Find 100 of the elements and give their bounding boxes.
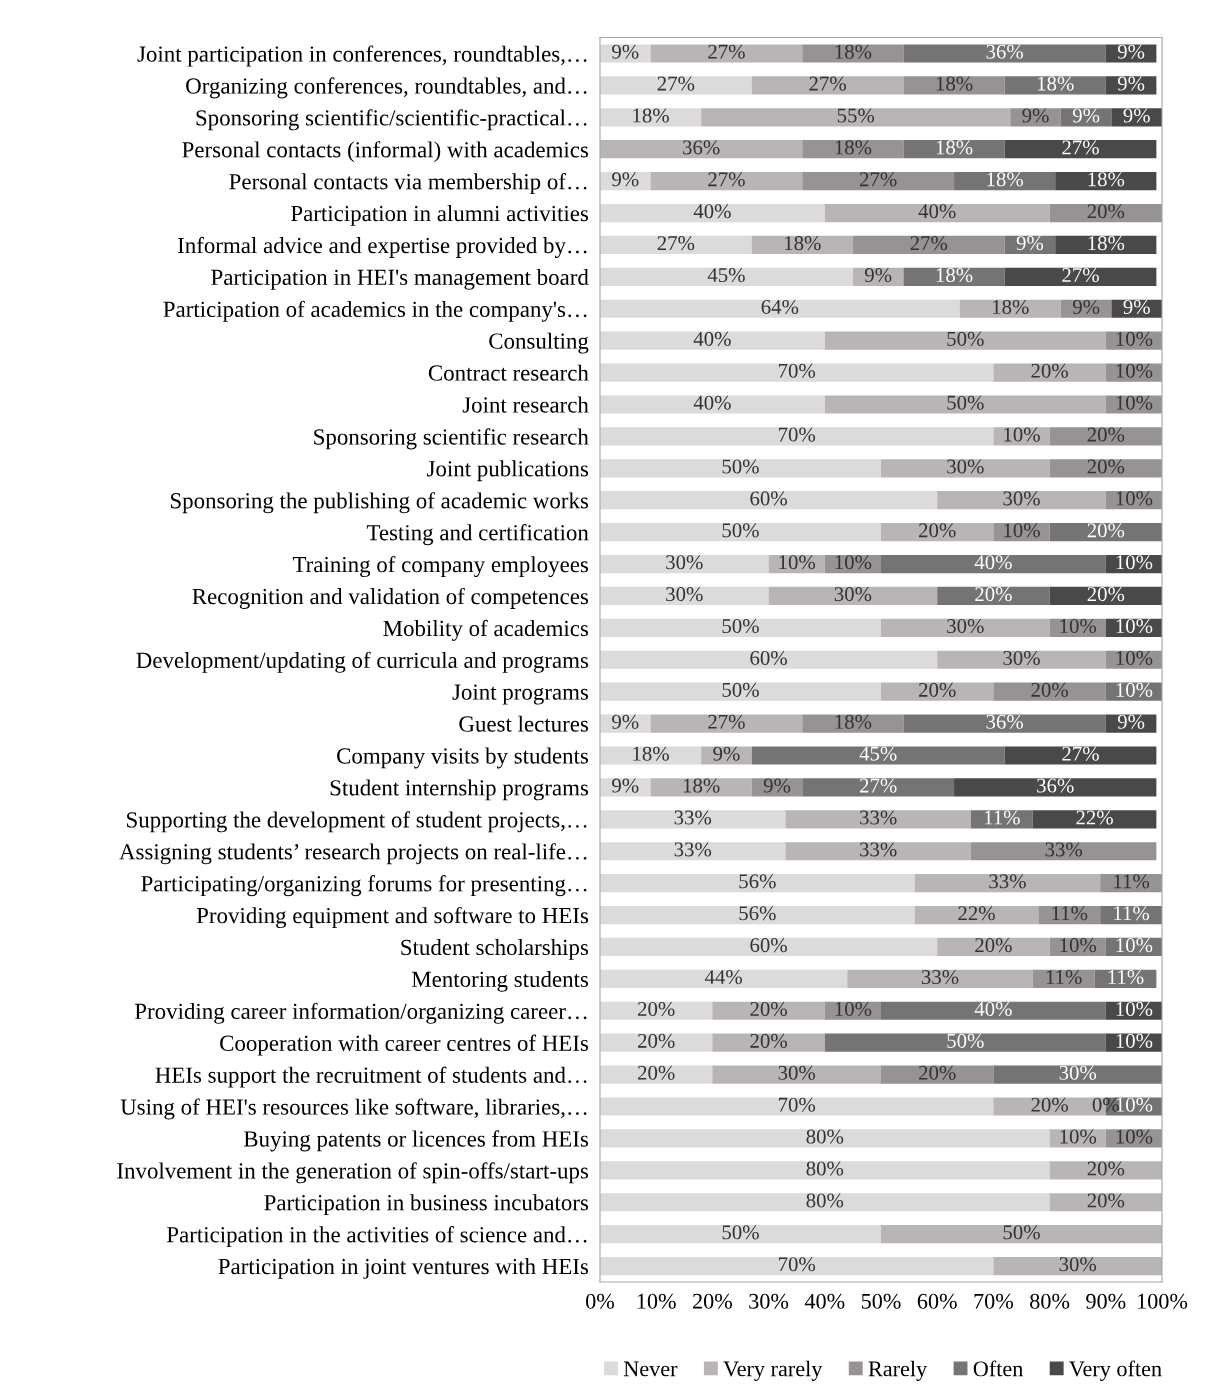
- bar: [903, 140, 1005, 159]
- bar: [880, 682, 994, 701]
- bar: [599, 1256, 994, 1276]
- data-label: 40%: [693, 204, 731, 219]
- bar: [1055, 172, 1157, 191]
- data-label: 9%: [763, 778, 791, 793]
- y-tick-label: Participation in HEI's management board: [211, 268, 589, 290]
- data-label: 11%: [1052, 906, 1088, 921]
- data-label: 55%: [837, 108, 875, 123]
- bar: [914, 905, 1039, 925]
- bar: [903, 76, 1005, 95]
- data-label: 30%: [666, 587, 703, 602]
- y-tick-label: Assigning students’ research projects on real-life…: [119, 843, 587, 865]
- bar: [993, 1256, 1163, 1276]
- x-tick-label: 40%: [804, 1293, 845, 1309]
- x-tick-label: 10%: [637, 1293, 676, 1309]
- bar: [914, 874, 1101, 893]
- bar: [599, 905, 915, 925]
- data-label: 60%: [750, 650, 787, 666]
- data-label: 11%: [984, 810, 1020, 825]
- bar: [802, 172, 955, 191]
- data-label: 22%: [1076, 810, 1113, 825]
- data-label: 9%: [1016, 236, 1044, 251]
- bar: [599, 76, 752, 95]
- bar: [852, 235, 1005, 255]
- data-label: 11%: [1114, 874, 1150, 889]
- data-label: 22%: [958, 906, 995, 921]
- bar: [937, 491, 1106, 510]
- data-label: 10%: [1116, 395, 1153, 410]
- data-label: 27%: [809, 76, 846, 91]
- data-label: 50%: [722, 619, 759, 634]
- data-label: 20%: [1087, 523, 1125, 538]
- bar: [599, 554, 769, 574]
- data-label: 20%: [750, 1033, 787, 1048]
- data-label: 18%: [987, 172, 1024, 187]
- y-tick-label: Development/updating of curricula and programs: [136, 651, 589, 673]
- data-label: 80%: [806, 1129, 844, 1144]
- y-tick-label: Participation in the activities of science and…: [166, 1226, 587, 1248]
- bar: [599, 299, 960, 318]
- x-tick-label: 20%: [692, 1293, 732, 1309]
- data-label: 9%: [713, 746, 740, 761]
- y-tick-label: Sponsoring scientific research: [314, 428, 589, 450]
- data-label: 10%: [1116, 650, 1153, 666]
- data-label: 70%: [778, 1097, 816, 1112]
- data-label: 20%: [1031, 363, 1068, 378]
- y-tick-label: Involvement in the generation of spin-offs/start-ups: [117, 1162, 589, 1184]
- y-tick-label: Joint participation in conferences, roundtables,…: [137, 45, 587, 67]
- data-label: 9%: [1022, 108, 1049, 123]
- y-tick-label: Joint programs: [452, 684, 589, 705]
- data-label: 33%: [674, 842, 712, 857]
- data-label: 50%: [1003, 1225, 1040, 1240]
- data-label: 40%: [693, 395, 731, 410]
- y-tick-label: Participation of academics in the company's…: [163, 300, 587, 322]
- data-label: 27%: [708, 172, 745, 187]
- bar: [993, 363, 1106, 382]
- data-label: 20%: [1031, 1097, 1068, 1112]
- data-label: 9%: [1117, 44, 1145, 59]
- y-tick-label: Personal contacts via membership of…: [229, 173, 587, 195]
- data-label: 11%: [1108, 970, 1144, 985]
- bar: [937, 937, 1050, 957]
- bar: [1004, 267, 1157, 286]
- legend-label: Rarely: [868, 1360, 928, 1381]
- bar: [599, 1129, 1050, 1148]
- data-label: 36%: [1037, 778, 1074, 793]
- bar: [599, 427, 994, 446]
- data-label: 20%: [919, 1065, 956, 1080]
- data-label: 30%: [947, 459, 984, 474]
- data-label: 50%: [722, 523, 759, 538]
- x-tick-label: 0%: [586, 1293, 615, 1309]
- bar: [954, 172, 1056, 191]
- data-label: 44%: [704, 970, 743, 985]
- x-tick-label: 50%: [861, 1293, 901, 1309]
- data-label: 10%: [1116, 619, 1153, 634]
- data-label: 18%: [1088, 172, 1125, 187]
- bar: [599, 682, 881, 701]
- data-label: 20%: [1087, 459, 1125, 474]
- y-tick-label: Participation in business incubators: [264, 1194, 589, 1216]
- data-label: 33%: [1045, 842, 1083, 857]
- bar: [970, 842, 1157, 861]
- bar: [650, 172, 803, 191]
- data-label: 20%: [638, 1033, 675, 1048]
- bar: [993, 1065, 1163, 1084]
- data-label: 9%: [612, 778, 639, 793]
- data-label: 10%: [1116, 938, 1153, 953]
- y-tick-label: Company visits by students: [337, 747, 589, 769]
- bar: [802, 714, 904, 733]
- x-tick-label: 90%: [1086, 1293, 1126, 1309]
- bar: [650, 44, 803, 63]
- data-label: 18%: [1037, 76, 1074, 91]
- data-label: 10%: [779, 555, 816, 570]
- bar: [1032, 810, 1157, 829]
- data-label: 20%: [638, 1065, 675, 1080]
- data-label: 9%: [612, 172, 639, 187]
- data-label: 18%: [633, 746, 669, 761]
- data-label: 56%: [739, 874, 776, 889]
- bar: [712, 1033, 825, 1052]
- bar: [599, 1161, 1050, 1180]
- data-label: 33%: [989, 874, 1026, 889]
- data-label: 18%: [835, 714, 872, 729]
- data-label: 9%: [612, 714, 639, 729]
